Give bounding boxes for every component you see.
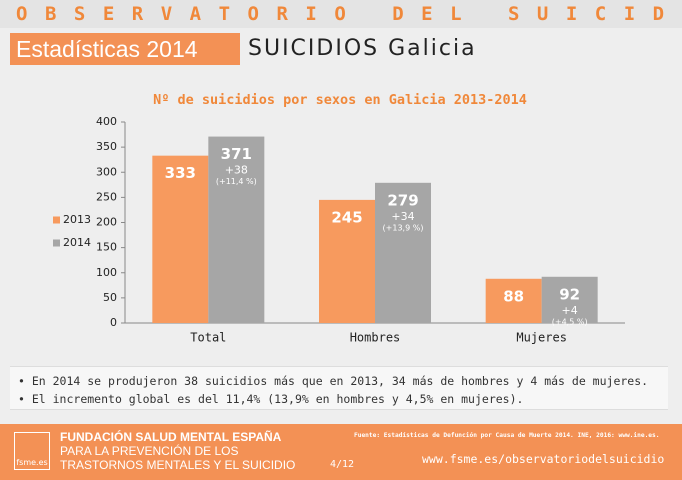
foundation: FUNDACIÓN SALUD MENTAL ESPAÑA PARA LA PR… [60,430,295,472]
legend-swatch [53,239,60,247]
y-tick-label: 100 [96,266,117,279]
note: • El incremento global es del 11,4% (13,… [18,392,524,406]
y-tick-label: 50 [103,291,117,304]
data-label: 92 [559,285,580,303]
section: Estadísticas 2014 [10,33,240,65]
brand: OBSERVATORIO DEL SUICIDIO [0,0,682,28]
data-label: 88 [503,287,524,305]
data-label: 333 [165,164,196,182]
x-tick-label: Mujeres [516,331,567,345]
data-label: 245 [331,208,362,226]
annotation-sub: (+4,5 %) [552,317,588,326]
logo: fsme.es [14,432,50,470]
data-label: 371 [221,145,252,163]
y-tick-label: 150 [96,241,117,254]
bar [319,199,375,323]
data-label: 279 [387,191,418,209]
footer: fsme.es FUNDACIÓN SALUD MENTAL ESPAÑA PA… [0,424,682,480]
annotation: +34 [391,210,414,223]
y-tick-label: 350 [96,140,117,153]
note-text: En 2014 se produjeron 38 suicidios más q… [31,374,649,388]
chart: Nº de suicidios por sexos en Galicia 201… [53,92,625,345]
bar [375,182,431,323]
foundation-line: TRASTORNOS MENTALES Y EL SUICIDIO [60,458,296,472]
y-tick-label: 200 [96,216,117,229]
chart-title: Nº de suicidios por sexos en Galicia 201… [153,92,527,108]
x-tick-label: Hombres [350,331,401,345]
url[interactable]: www.fsme.es/observatoriodelsuicidio [422,452,665,466]
y-tick-label: 400 [96,115,117,128]
subtitle: SUICIDIOS Galicia [248,36,477,61]
note: • En 2014 se produjeron 38 suicidios más… [18,374,649,388]
y-tick-label: 0 [110,316,117,329]
legend-label: 2013 [63,213,91,226]
bar [208,136,265,323]
legend-label: 2014 [63,236,91,249]
y-tick-label: 250 [96,190,117,203]
note-text: El incremento global es del 11,4% (13,9%… [31,392,524,406]
annotation-sub: (+11,4 %) [216,177,257,186]
annotation-sub: (+13,9 %) [383,223,424,232]
notes: • En 2014 se produjeron 38 suicidios más… [10,366,668,410]
annotation: +38 [225,164,248,177]
bar [541,276,598,323]
y-tick-label: 300 [96,165,117,178]
page-number: 4/12 [330,459,355,470]
foundation-line: PARA LA PREVENCIÓN DE LOS [60,444,239,458]
bar [485,278,542,323]
bar [152,155,209,323]
legend-swatch [53,216,60,224]
annotation: +4 [562,304,578,317]
x-tick-label: Total [190,331,226,345]
foundation-line: FUNDACIÓN SALUD MENTAL ESPAÑA [60,430,282,444]
source: Fuente: Estadísticas de Defunción por Ca… [354,432,660,439]
